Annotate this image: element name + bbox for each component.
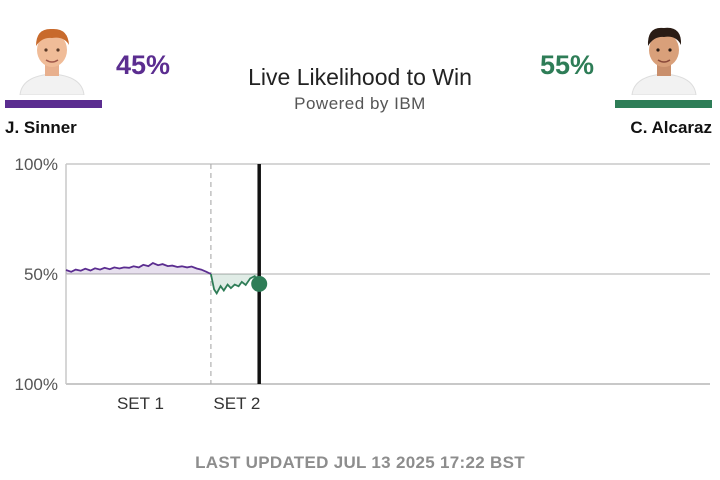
last-updated: LAST UPDATED JUL 13 2025 17:22 BST xyxy=(195,453,525,472)
alcaraz-win-percent: 55% xyxy=(540,50,595,80)
player-avatar-sinner xyxy=(19,28,85,95)
sinner-color-bar xyxy=(5,100,102,108)
player-avatar-alcaraz xyxy=(631,27,697,95)
y-tick-label: 100% xyxy=(15,375,58,394)
current-point xyxy=(251,275,268,292)
alcaraz-name: C. Alcaraz xyxy=(630,118,712,137)
y-tick-label: 100% xyxy=(15,155,58,174)
win-likelihood-chart: 100% 50% 100% SET 1 SET 2 xyxy=(15,155,710,413)
set-label: SET 2 xyxy=(213,394,260,413)
sinner-line xyxy=(65,261,212,275)
chart-subtitle: Powered by IBM xyxy=(294,94,426,113)
alcaraz-line xyxy=(210,273,260,296)
sinner-area xyxy=(66,263,211,274)
chart-title: Live Likelihood to Win xyxy=(248,64,472,90)
sinner-name: J. Sinner xyxy=(5,118,77,137)
set-label: SET 1 xyxy=(117,394,164,413)
alcaraz-color-bar xyxy=(615,100,712,108)
y-tick-label: 50% xyxy=(24,265,58,284)
sinner-win-percent: 45% xyxy=(116,50,171,80)
